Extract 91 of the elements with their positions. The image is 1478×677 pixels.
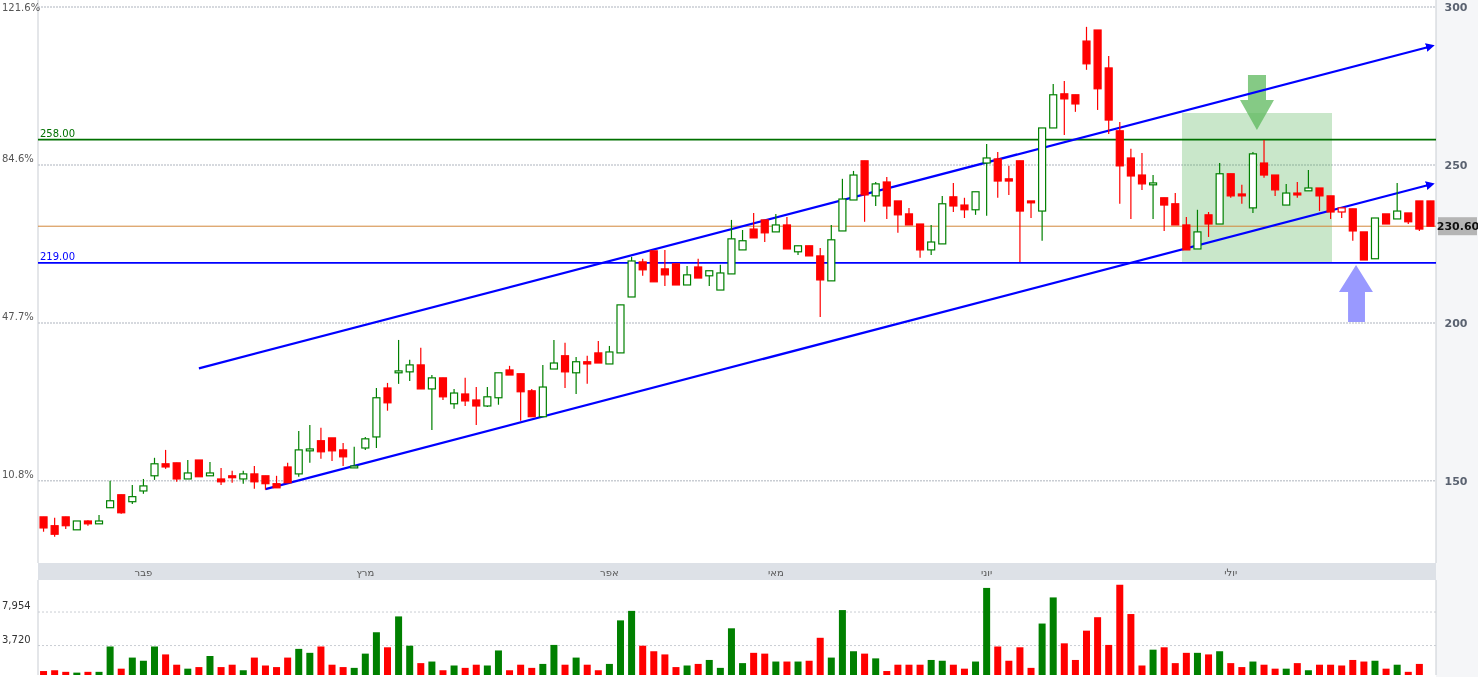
candlestick (671, 263, 681, 286)
candlestick (716, 264, 725, 291)
y2-tick-label: 10.8% (2, 468, 34, 480)
y-tick-label: 300 (1444, 0, 1468, 14)
candlestick (305, 424, 314, 464)
x-tick-label: פבר (134, 567, 153, 578)
candlestick (383, 382, 392, 412)
candlestick (449, 388, 459, 410)
y-tick-label: 250 (1444, 158, 1468, 172)
ref-line-label: 219.00 (40, 250, 75, 262)
x-tick-label: אפר (600, 567, 619, 578)
candlestick (949, 182, 958, 213)
candlestick (1326, 195, 1335, 220)
candlestick (583, 355, 592, 385)
candlestick (993, 151, 1002, 199)
candlestick (682, 265, 692, 286)
candlestick (472, 386, 481, 426)
y2-tick-label: 84.6% (2, 153, 34, 165)
candlestick (216, 467, 226, 486)
candlestick (50, 517, 59, 538)
candlestick (1348, 208, 1357, 242)
candlestick (594, 340, 603, 364)
candlestick (183, 459, 192, 480)
candlestick (1282, 183, 1291, 206)
candlestick (971, 191, 980, 216)
candlestick (893, 200, 902, 234)
candlestick (94, 514, 104, 525)
candlestick (1148, 174, 1158, 220)
candlestick (1060, 80, 1069, 136)
candlestick (1026, 200, 1036, 219)
candlestick (350, 446, 359, 469)
candlestick (427, 374, 436, 431)
y2-tick-label: 47.7% (2, 311, 34, 322)
candlestick (516, 373, 525, 422)
candlestick (927, 224, 936, 256)
candlestick (1171, 192, 1180, 226)
candlestick (1126, 148, 1135, 220)
candlestick (205, 461, 215, 477)
candlestick (172, 462, 181, 483)
candlestick (106, 480, 115, 509)
candlestick (1193, 209, 1202, 250)
candlestick (660, 249, 669, 287)
y-tick-label: 7,954 (2, 600, 31, 612)
ref-line-label: 258.00 (40, 127, 75, 139)
candlestick (1237, 184, 1246, 205)
y-tick-label: 150 (1444, 474, 1468, 488)
candlestick (572, 356, 581, 395)
candlestick (760, 219, 769, 243)
candlestick (1082, 26, 1091, 71)
x-tick-label: יולי (1224, 567, 1238, 578)
candlestick (771, 213, 780, 233)
candlestick (128, 484, 137, 505)
candlestick (960, 197, 969, 219)
y-tick-label: 200 (1444, 316, 1468, 330)
x-tick-label: מרץ (356, 567, 375, 578)
candlestick (560, 342, 570, 389)
candlestick (394, 339, 403, 385)
candlestick (461, 377, 470, 407)
candlestick (749, 212, 758, 239)
candlestick (982, 143, 991, 217)
candlestick (549, 339, 559, 370)
candlestick (1271, 174, 1280, 197)
candlestick (316, 427, 326, 460)
candlestick (161, 449, 170, 470)
candlestick (483, 386, 492, 408)
candlestick (150, 457, 159, 481)
x-tick-label: יוני (981, 567, 993, 578)
ref-line-label: 230.60 (1436, 220, 1478, 234)
y-tick-label: 3,720 (2, 633, 31, 645)
candlestick (1004, 165, 1013, 196)
candlestick (1393, 182, 1402, 220)
candlestick (871, 181, 880, 207)
candlestick (1315, 187, 1324, 212)
candlestick (1204, 211, 1213, 238)
candlestick (605, 345, 614, 365)
candlestick (1137, 152, 1147, 191)
x-tick-label: מאי (767, 567, 784, 578)
candlestick (738, 229, 747, 251)
candlestick (1160, 197, 1169, 232)
candlestick (117, 494, 126, 515)
candlestick (250, 465, 259, 490)
candlestick (438, 377, 448, 401)
candlestick (1259, 139, 1269, 179)
y2-tick-label: 121.6% (2, 2, 41, 13)
candlestick (327, 437, 337, 462)
candlestick (694, 258, 703, 279)
candlestick (283, 462, 292, 484)
candlestick (1304, 169, 1313, 192)
candlestick (405, 359, 414, 382)
candlestick (1226, 173, 1235, 199)
candlestick (339, 442, 348, 467)
